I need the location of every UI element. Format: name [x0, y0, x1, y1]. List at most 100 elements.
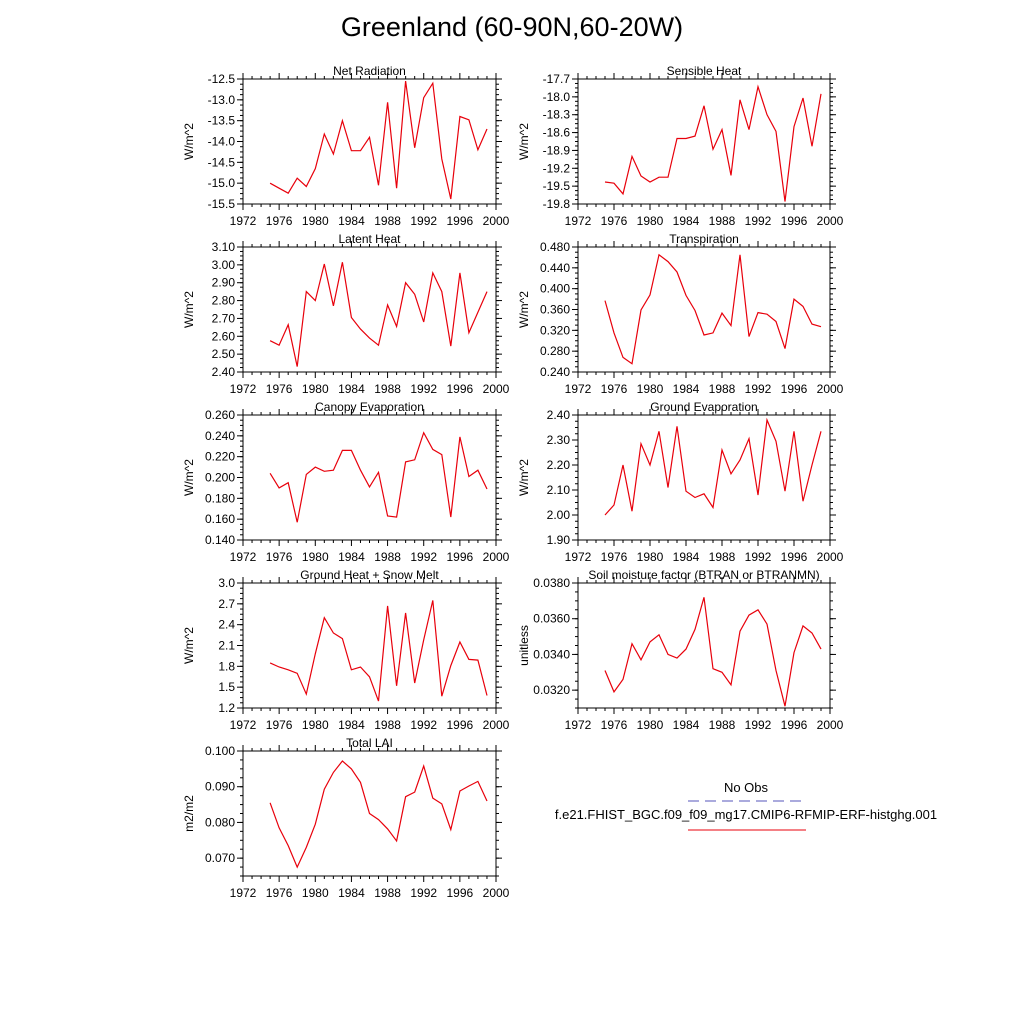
y-tick-label: 2.60 — [212, 329, 236, 343]
y-tick-label: -19.8 — [543, 197, 571, 211]
chart-panel-latent-heat: Latent Heat W/m^2 1972 1976 1980 1984 1988 1992… — [182, 232, 510, 396]
x-tick-label: 1992 — [745, 214, 772, 228]
y-tick-label: 2.50 — [212, 347, 236, 361]
y-tick-label: 2.90 — [212, 276, 236, 290]
x-tick-label: 2000 — [817, 718, 844, 732]
x-tick-label: 1980 — [302, 886, 329, 900]
x-tick-label: 1988 — [709, 550, 736, 564]
series-line — [604, 253, 822, 365]
x-tick-label: 1988 — [709, 718, 736, 732]
x-tick-label: 1972 — [230, 886, 257, 900]
y-tick-label: 0.280 — [540, 344, 570, 358]
y-axis-label: W/m^2 — [182, 291, 196, 328]
chart-panel-net-radiation: Net Radiation W/m^2 1972 1976 1980 1984 1988 19… — [182, 64, 510, 228]
y-tick-label: 2.7 — [218, 597, 235, 611]
y-tick-label: 2.00 — [547, 508, 571, 522]
y-tick-label: -13.5 — [208, 114, 236, 128]
y-tick-label: 3.0 — [218, 576, 235, 590]
x-tick-label: 2000 — [817, 550, 844, 564]
x-tick-label: 1988 — [374, 382, 401, 396]
x-tick-label: 1996 — [447, 382, 474, 396]
y-tick-label: -14.5 — [208, 155, 236, 169]
x-tick-label: 1996 — [447, 718, 474, 732]
x-tick-label: 2000 — [817, 382, 844, 396]
page-title: Greenland (60-90N,60-20W) — [340, 12, 684, 42]
y-tick-label: 2.1 — [218, 639, 235, 653]
x-tick-label: 1996 — [447, 214, 474, 228]
x-tick-label: 1972 — [565, 718, 592, 732]
y-tick-label: 0.0360 — [533, 612, 570, 626]
panel-title: Ground Evaporation — [650, 400, 757, 414]
x-tick-label: 1976 — [266, 886, 293, 900]
x-tick-label: 1992 — [410, 550, 437, 564]
x-tick-label: 2000 — [483, 382, 510, 396]
x-tick-label: 1984 — [338, 382, 365, 396]
x-tick-label: 1988 — [374, 214, 401, 228]
legend: No Obs f.e21.FHIST_BGC.f09_f09_mg17.CMIP6… — [555, 780, 937, 831]
y-axis-label: unitless — [517, 625, 531, 666]
x-tick-label: 1976 — [601, 718, 628, 732]
y-tick-label: 2.40 — [547, 408, 571, 422]
series-line — [604, 597, 822, 707]
panel-title: Latent Heat — [338, 232, 401, 246]
y-tick-label: 0.400 — [540, 282, 570, 296]
y-tick-label: 3.10 — [212, 240, 236, 254]
x-tick-label: 1980 — [637, 214, 664, 228]
y-tick-label: 0.220 — [205, 450, 235, 464]
y-tick-label: 0.260 — [205, 408, 235, 422]
chart-panel-total-lai: Total LAI m2/m2 1972 1976 1980 1984 1988 1992 19… — [182, 736, 510, 900]
y-axis-label: W/m^2 — [182, 627, 196, 664]
x-tick-label: 1992 — [410, 718, 437, 732]
y-tick-label: 0.090 — [205, 780, 235, 794]
y-tick-label: -18.3 — [543, 108, 571, 122]
x-tick-label: 1996 — [781, 382, 808, 396]
series-line — [269, 600, 488, 702]
y-tick-label: -19.2 — [543, 161, 571, 175]
legend-entry-label: No Obs — [724, 780, 769, 795]
x-tick-label: 1984 — [338, 886, 365, 900]
x-tick-label: 1976 — [266, 718, 293, 732]
x-tick-label: 2000 — [483, 718, 510, 732]
y-axis-label: W/m^2 — [182, 459, 196, 496]
y-tick-label: 0.440 — [540, 261, 570, 275]
x-tick-label: 1988 — [374, 550, 401, 564]
y-tick-label: 0.240 — [205, 429, 235, 443]
chart-panel-ground-evaporation: Ground Evaporation W/m^2 1972 1976 1980 1984 1… — [517, 400, 844, 564]
x-tick-label: 1984 — [673, 718, 700, 732]
x-tick-label: 1972 — [230, 550, 257, 564]
panel-title: Soil moisture factor (BTRAN or BTRANMN) — [588, 568, 819, 582]
x-tick-label: 1980 — [302, 214, 329, 228]
y-tick-label: -18.9 — [543, 143, 571, 157]
x-tick-label: 1988 — [709, 382, 736, 396]
y-tick-label: 0.0380 — [533, 576, 570, 590]
series-line — [604, 417, 822, 516]
x-tick-label: 1992 — [745, 550, 772, 564]
x-tick-label: 1992 — [745, 718, 772, 732]
x-tick-label: 1980 — [302, 718, 329, 732]
x-tick-label: 1976 — [601, 550, 628, 564]
series-line — [269, 262, 488, 367]
series-line — [269, 760, 488, 869]
x-tick-label: 1976 — [266, 382, 293, 396]
x-tick-label: 1984 — [338, 214, 365, 228]
series-line — [269, 431, 488, 523]
y-tick-label: -17.7 — [543, 72, 571, 86]
panel-title: Net Radiation — [333, 64, 406, 78]
y-tick-label: -13.0 — [208, 93, 236, 107]
x-tick-label: 1996 — [781, 550, 808, 564]
series-line — [269, 81, 488, 200]
y-tick-label: -19.5 — [543, 179, 571, 193]
y-tick-label: 1.5 — [218, 680, 235, 694]
y-tick-label: 0.200 — [205, 471, 235, 485]
y-tick-label: 2.4 — [218, 618, 235, 632]
y-axis-label: m2/m2 — [182, 795, 196, 832]
x-tick-label: 1972 — [565, 214, 592, 228]
y-tick-label: -15.0 — [208, 176, 236, 190]
y-tick-label: 0.080 — [205, 815, 235, 829]
legend-entry-label: f.e21.FHIST_BGC.f09_f09_mg17.CMIP6-RFMIP… — [555, 807, 937, 822]
y-tick-label: 0.480 — [540, 240, 570, 254]
x-tick-label: 1980 — [302, 550, 329, 564]
plot-frame — [242, 414, 497, 541]
y-tick-label: 2.20 — [547, 458, 571, 472]
